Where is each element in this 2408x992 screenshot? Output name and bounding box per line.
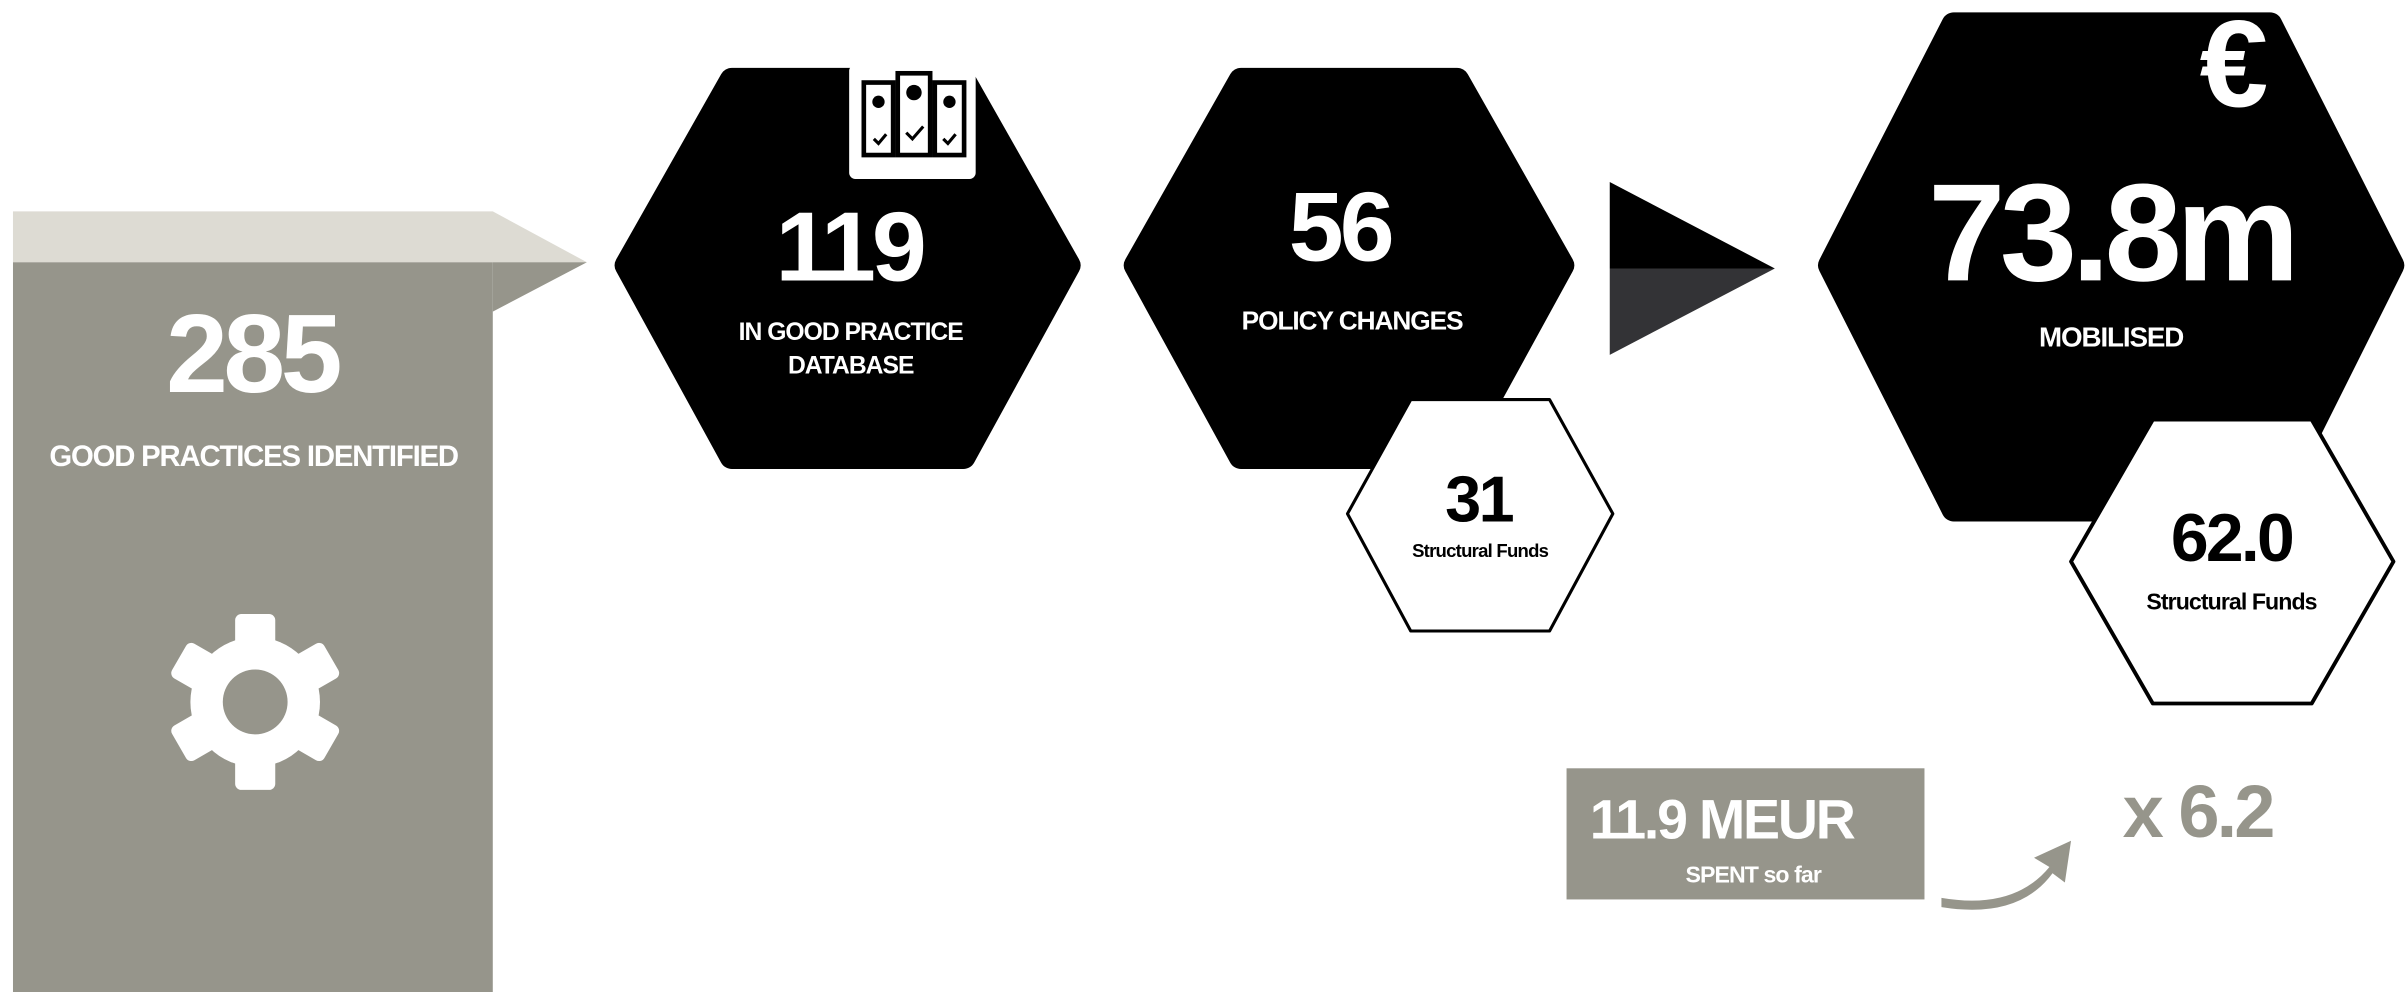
value: 11.9 MEUR [1590, 789, 1855, 851]
arrow [1609, 182, 1775, 269]
label: POLICY CHANGES [1242, 305, 1463, 335]
arrow [1609, 268, 1775, 355]
sub-label: Structural Funds [2146, 588, 2316, 614]
sub-label: Structural Funds [1412, 540, 1549, 561]
multiplier: x 6.2 [2123, 770, 2274, 853]
hexagon [1123, 67, 1575, 470]
hexagon [1818, 12, 2405, 522]
label: DATABASE [788, 353, 914, 380]
value: 285 [166, 291, 340, 416]
panel-top [12, 211, 587, 263]
hexagon-small [1345, 398, 1615, 633]
gear-icon [171, 614, 340, 790]
value: 73.8m [1928, 155, 2294, 310]
label: MOBILISED [2039, 322, 2183, 353]
label: IN GOOD PRACTICE [739, 319, 964, 346]
value: 119 [775, 192, 923, 302]
hexagon-small [2069, 417, 2396, 706]
euro-icon: € [2200, 0, 2267, 134]
database-icon [849, 64, 976, 179]
curved-arrow [1941, 840, 2072, 910]
sub-value: 62.0 [2171, 501, 2292, 576]
label: SPENT so far [1686, 861, 1822, 887]
panel-arrow [492, 262, 587, 312]
label: GOOD PRACTICES IDENTIFIED [49, 440, 458, 473]
value: 56 [1289, 172, 1392, 282]
spent-box [1566, 768, 1925, 900]
sub-value: 31 [1445, 463, 1513, 536]
